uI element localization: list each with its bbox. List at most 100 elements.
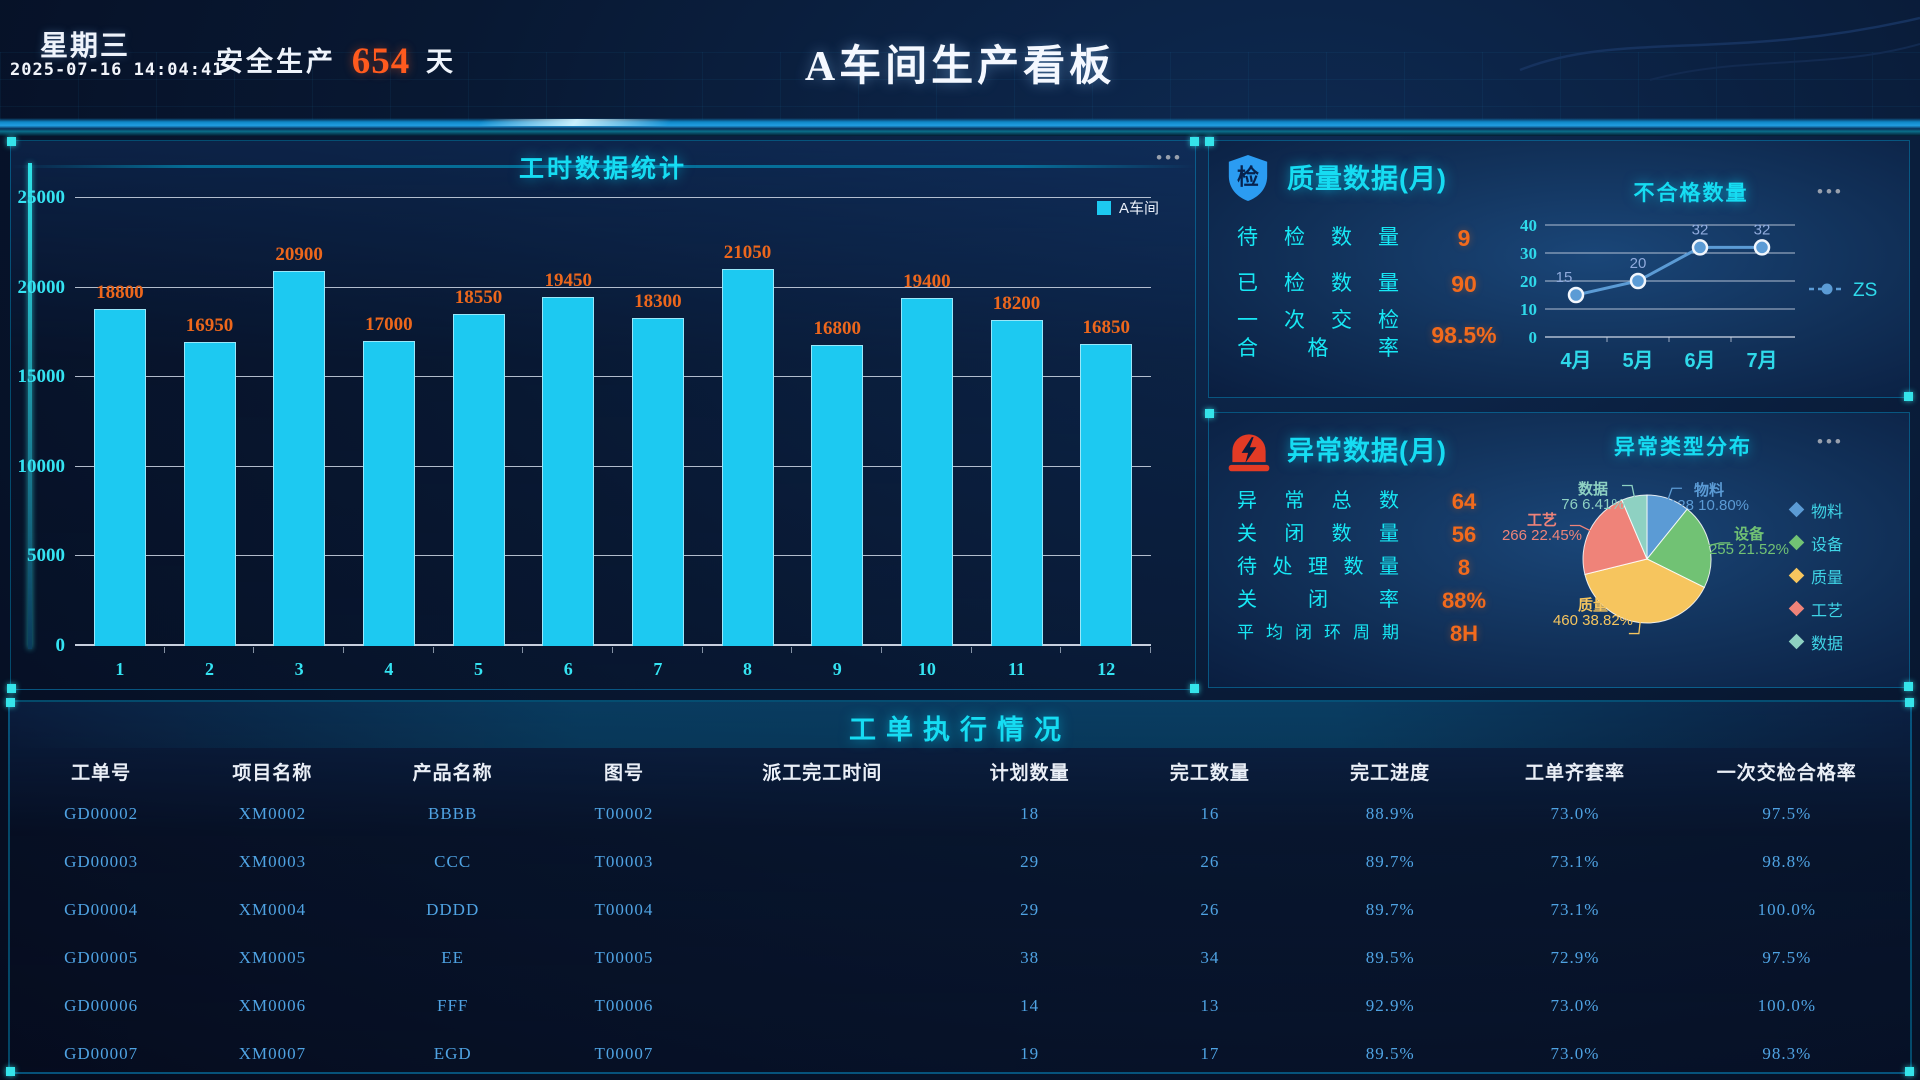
left-accent-line — [28, 163, 32, 649]
gridline — [75, 197, 1151, 198]
table-cell: XM0005 — [238, 948, 307, 967]
pie-callout-name: 工艺 — [1527, 512, 1557, 529]
table-cell: XM0003 — [238, 852, 307, 871]
gridline — [75, 555, 1151, 557]
data-point[interactable] — [1629, 272, 1647, 290]
svg-text:30: 30 — [1520, 244, 1537, 263]
column-header: 完工数量 — [1169, 762, 1250, 784]
bar[interactable] — [900, 298, 953, 646]
stat-value: 64 — [1451, 488, 1477, 514]
bar[interactable] — [183, 342, 236, 646]
stat-label: 异常总数 — [1237, 490, 1399, 512]
pie-callout-name: 物料 — [1694, 481, 1724, 499]
bar-chart-legend[interactable]: A车间 — [1096, 197, 1159, 218]
more-menu-icon[interactable]: ••• — [1817, 432, 1844, 451]
quality-panel-title: 质量数据(月) — [1287, 164, 1447, 194]
bar-slot: 20900 3 — [254, 198, 344, 679]
table-row[interactable]: GD00004 XM0004 DDDD T00004 29 26 89.7% 73.1% 100… — [20, 886, 1904, 934]
bar-slot: 21050 8 — [703, 198, 793, 679]
y-axis-tick-label: 0 — [55, 635, 66, 656]
legend-label: 物料 — [1811, 503, 1844, 521]
bar[interactable] — [273, 271, 326, 646]
table-cell: T00005 — [594, 948, 654, 967]
svg-text:32: 32 — [1754, 221, 1771, 238]
corner-accent — [1205, 137, 1214, 146]
pie-legend-item[interactable]: 质量 — [1788, 559, 1843, 592]
table-cell: 14 — [1020, 996, 1040, 1015]
table-cell: T00004 — [594, 900, 654, 919]
bar-slot: 18800 1 — [75, 198, 165, 679]
bar[interactable] — [1080, 344, 1133, 646]
legend-diamond-icon — [1788, 600, 1805, 617]
column-header: 完工进度 — [1350, 762, 1431, 784]
column-header: 项目名称 — [232, 762, 313, 784]
weekday-label: 星期三 — [40, 31, 131, 62]
data-point[interactable] — [1691, 239, 1709, 256]
table-cell: 73.0% — [1550, 1044, 1600, 1063]
svg-text:15: 15 — [1556, 269, 1573, 286]
data-point[interactable] — [1753, 239, 1771, 256]
table-row[interactable]: GD00005 XM0005 EE T00005 38 34 89.5% 72.9% 97.5% — [20, 934, 1904, 982]
legend-label: 工艺 — [1811, 602, 1844, 620]
table-cell: BBBB — [428, 804, 478, 823]
column-header: 一次交检合格率 — [1716, 762, 1857, 784]
table-cell: T00003 — [594, 852, 654, 871]
data-point[interactable] — [1567, 286, 1585, 304]
bar[interactable] — [811, 344, 864, 646]
y-axis-tick-label: 25000 — [17, 187, 66, 208]
bar-slot: 16950 2 — [165, 198, 255, 679]
table-row[interactable]: GD00003 XM0003 CCC T00003 29 26 89.7% 73.1% 98.8… — [20, 838, 1904, 886]
y-axis-tick-label: 15000 — [17, 366, 66, 388]
stat-label: 待检数量 — [1237, 225, 1399, 249]
corner-accent — [1190, 684, 1199, 693]
corner-accent — [1905, 698, 1914, 707]
legend-diamond-icon — [1788, 633, 1805, 650]
table-cell: GD00005 — [64, 948, 139, 967]
column-header: 工单齐套率 — [1524, 762, 1625, 784]
bar[interactable] — [542, 297, 595, 646]
column-header: 计划数量 — [989, 762, 1070, 784]
stat-value: 88% — [1441, 587, 1487, 613]
bar[interactable] — [721, 268, 774, 646]
corner-accent — [1190, 137, 1199, 146]
table-cell: XM0007 — [238, 1044, 307, 1063]
x-axis-category-label: 3 — [294, 659, 304, 679]
table-cell: T00007 — [594, 1044, 654, 1063]
table-cell: CCC — [434, 852, 472, 871]
bar[interactable] — [362, 341, 415, 646]
pie-legend-item[interactable]: 数据 — [1788, 625, 1844, 658]
bar[interactable] — [452, 313, 505, 646]
work-hours-chart-title: 工时数据统计 — [518, 155, 687, 183]
more-menu-icon[interactable]: ••• — [1156, 148, 1183, 167]
pie-legend-item[interactable]: 工艺 — [1788, 592, 1844, 625]
orders-table-body: GD00002 XM0002 BBBB T00002 18 16 88.9% 73.0% 97.… — [20, 790, 1904, 1078]
table-cell: 16 — [1200, 804, 1220, 823]
more-menu-icon[interactable]: ••• — [1817, 182, 1844, 201]
bar-value-label: 18200 — [992, 292, 1041, 314]
table-row[interactable]: GD00002 XM0002 BBBB T00002 18 16 88.9% 73.0% 97.… — [20, 790, 1904, 838]
y-axis-tick-label: 5000 — [27, 545, 65, 567]
table-cell: 89.7% — [1365, 900, 1415, 919]
bars-row: 18800 1 16950 2 20900 3 17000 4 18550 5 19450 6 1830… — [75, 198, 1151, 679]
svg-text:检: 检 — [1237, 165, 1259, 190]
bar[interactable] — [631, 318, 684, 646]
stat-close-rate: 关闭率 88% — [1237, 584, 1529, 617]
table-cell: 72.9% — [1550, 948, 1600, 967]
bar-value-label: 19400 — [903, 271, 951, 293]
pie-callout-value: 460 38.82% — [1553, 612, 1633, 629]
table-row[interactable]: GD00007 XM0007 EGD T00007 19 17 89.5% 73.0% 98.3… — [20, 1030, 1904, 1078]
pie-legend-item[interactable]: 物料 — [1788, 493, 1844, 526]
table-row[interactable]: GD00006 XM0006 FFF T00006 14 13 92.9% 73.0% 100.… — [20, 982, 1904, 1030]
legend-label: 数据 — [1811, 635, 1844, 653]
table-cell: 13 — [1200, 996, 1220, 1015]
bar[interactable] — [990, 319, 1043, 646]
pie-legend-item[interactable]: 设备 — [1788, 526, 1843, 559]
stat-label: 已检数量 — [1237, 271, 1399, 295]
x-axis-category-label: 7 — [653, 659, 663, 679]
stat-closed-count: 关闭数量 56 — [1237, 518, 1529, 551]
corner-accent — [7, 684, 16, 693]
work-orders-panel: 工单执行情况 工单号 项目名称 产品名称 图号 派工完工时间 计划数量 完工数量 完工进度 工单… — [6, 698, 1914, 1076]
bar-value-label: 17000 — [365, 314, 413, 336]
bar[interactable] — [93, 309, 146, 646]
